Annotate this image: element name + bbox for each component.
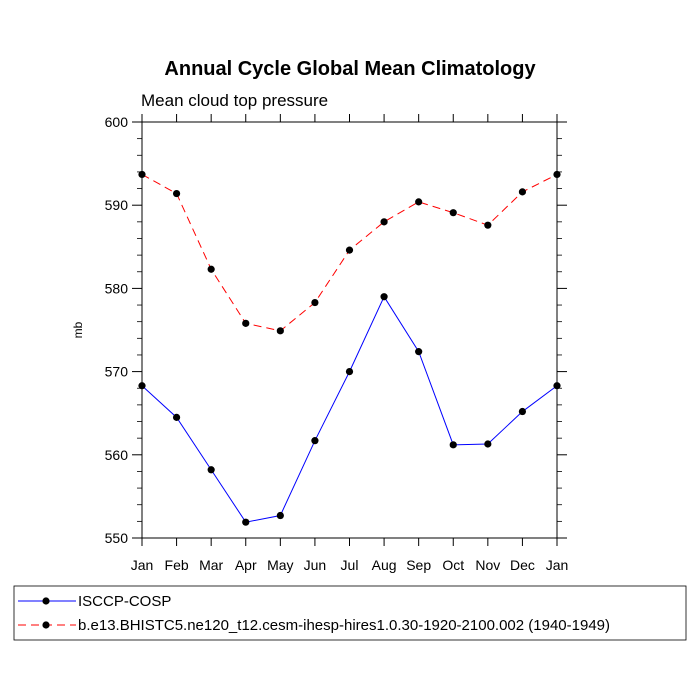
x-tick-label: Jan [546, 557, 569, 573]
legend-marker-series-0 [42, 597, 50, 605]
series-1-point [345, 246, 354, 254]
series-0-point [380, 293, 388, 301]
chart-title: Annual Cycle Global Mean Climatology [164, 58, 536, 80]
legend-box [13, 585, 687, 641]
series-0-point [311, 437, 319, 445]
x-tick-label: Oct [442, 557, 464, 573]
x-tick-label: Aug [372, 557, 397, 573]
series-0-point [276, 511, 284, 520]
y-tick-label: 590 [105, 197, 129, 213]
y-tick-label: 580 [105, 280, 129, 296]
series-0-point [415, 348, 423, 356]
legend-label-series-1: b.e13.BHISTC5.ne120_t12.cesm-ihesp-hires… [78, 617, 610, 634]
plot-frame [141, 121, 558, 539]
series-0-point [553, 382, 561, 390]
series-line-0 [141, 295, 558, 523]
y-axis-label: mb [71, 321, 85, 338]
x-tick-label: Jan [131, 557, 154, 573]
y-tick-label: 550 [105, 530, 129, 546]
series-1-point [172, 189, 181, 198]
x-tick-label: Mar [199, 557, 223, 573]
series-0-point [484, 440, 492, 448]
y-tick-label: 570 [105, 364, 129, 380]
series-1-point [484, 221, 492, 229]
series-0-point [449, 441, 457, 449]
x-tick-label: Dec [510, 557, 535, 573]
y-tick-label: 600 [105, 114, 129, 130]
series-1-point [380, 218, 388, 226]
x-tick-label: Sep [406, 557, 431, 573]
series-0-point [518, 407, 527, 416]
series-1-point [518, 188, 527, 196]
series-0-point [207, 466, 215, 474]
series-1-point [553, 170, 561, 179]
axes: 550 560 570 580 590 600 Jan Feb Mar Apr May Jun Jul A… [105, 114, 569, 573]
series-1-point [276, 327, 284, 335]
legend-marker-series-1 [42, 621, 50, 629]
series-0-point [242, 518, 250, 526]
x-tick-label: Feb [165, 557, 189, 573]
legend: ISCCP-COSP b.e13.BHISTC5.ne120_t12.cesm-… [13, 585, 687, 641]
x-tick-label: Apr [235, 557, 257, 573]
series-1-point [242, 319, 250, 327]
y-tick-label: 560 [105, 447, 129, 463]
series-1-point [415, 198, 423, 206]
series-0-point [172, 413, 181, 421]
x-tick-label: Nov [475, 557, 500, 573]
x-tick-label: Jun [304, 557, 327, 573]
chart-subtitle: Mean cloud top pressure [141, 91, 328, 110]
legend-label-series-0: ISCCP-COSP [78, 593, 171, 610]
x-tick-label: May [267, 557, 293, 573]
series-0-point [138, 382, 146, 390]
x-tick-label: Jul [341, 557, 359, 573]
series-layer [138, 170, 561, 526]
series-1-point [449, 209, 457, 217]
series-1-point [138, 170, 146, 179]
series-1-point [207, 265, 215, 273]
series-1-point [311, 298, 319, 307]
series-0-point [345, 368, 354, 376]
